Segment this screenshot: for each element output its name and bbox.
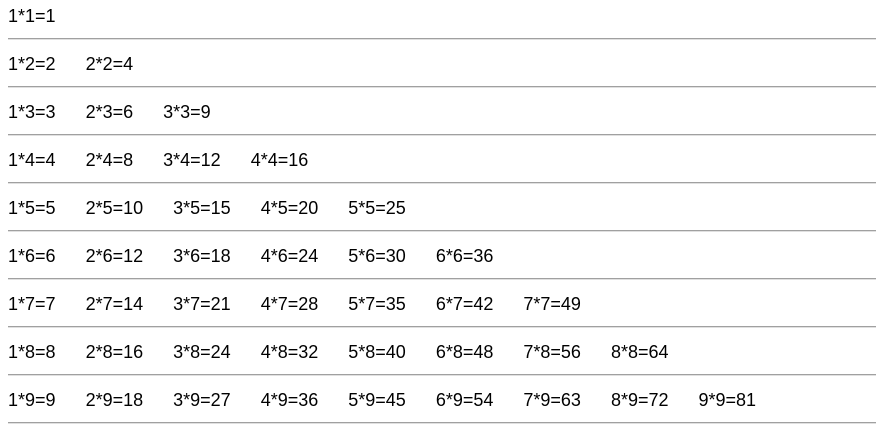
product-entry: 2*5=10 — [85, 198, 144, 218]
divider — [8, 38, 876, 40]
product-entry: 4*6=24 — [260, 246, 319, 266]
product-entry: 3*8=24 — [173, 342, 231, 362]
row-line: 1*7=7 2*7=14 3*7=21 4*7=28 5*7=35 6*7=42 7*7=4… — [8, 293, 876, 315]
product-entry: 2*3=6 — [85, 102, 134, 122]
product-entry: 7*7=49 — [523, 294, 581, 314]
divider — [8, 278, 876, 280]
product-entry: 3*6=18 — [173, 246, 231, 266]
row-line: 1*8=8 2*8=16 3*8=24 4*8=32 5*8=40 6*8=48 7*8=5… — [8, 341, 876, 363]
product-entry: 1*7=7 — [8, 294, 56, 314]
product-entry: 1*4=4 — [8, 150, 56, 170]
row-line: 1*5=5 2*5=10 3*5=15 4*5=20 5*5=25 — [8, 197, 876, 219]
product-entry: 4*9=36 — [260, 390, 319, 410]
divider — [8, 134, 876, 136]
product-entry: 4*4=16 — [250, 150, 309, 170]
product-entry: 5*7=35 — [348, 294, 406, 314]
product-entry: 6*9=54 — [435, 390, 494, 410]
table-row: 1*1=1 — [8, 0, 876, 40]
product-entry: 5*9=45 — [348, 390, 406, 410]
row-line: 1*6=6 2*6=12 3*6=18 4*6=24 5*6=30 6*6=36 — [8, 245, 876, 267]
product-entry: 3*5=15 — [173, 198, 231, 218]
product-entry: 3*3=9 — [163, 102, 211, 122]
product-entry: 2*9=18 — [85, 390, 144, 410]
product-entry: 6*8=48 — [435, 342, 494, 362]
product-entry: 2*4=8 — [85, 150, 134, 170]
product-entry: 7*9=63 — [523, 390, 581, 410]
product-entry: 1*9=9 — [8, 390, 56, 410]
divider — [8, 374, 876, 376]
row-line: 1*1=1 — [8, 5, 876, 27]
product-entry: 1*8=8 — [8, 342, 56, 362]
product-entry: 8*9=72 — [610, 390, 669, 410]
product-entry: 2*2=4 — [85, 54, 134, 74]
product-entry: 5*5=25 — [348, 198, 406, 218]
product-entry: 2*7=14 — [85, 294, 144, 314]
divider — [8, 230, 876, 232]
product-entry: 4*7=28 — [260, 294, 319, 314]
row-line: 1*9=9 2*9=18 3*9=27 4*9=36 5*9=45 6*9=54 7*9=6… — [8, 389, 876, 411]
product-entry: 3*9=27 — [173, 390, 231, 410]
table-row: 1*2=2 2*2=4 — [8, 48, 876, 88]
divider — [8, 326, 876, 328]
product-entry: 5*8=40 — [348, 342, 406, 362]
divider — [8, 182, 876, 184]
table-row: 1*8=8 2*8=16 3*8=24 4*8=32 5*8=40 6*8=48 7*8=5… — [8, 336, 876, 376]
product-entry: 5*6=30 — [348, 246, 406, 266]
product-entry: 2*6=12 — [85, 246, 144, 266]
table-row: 1*6=6 2*6=12 3*6=18 4*6=24 5*6=30 6*6=36 — [8, 240, 876, 280]
row-line: 1*2=2 2*2=4 — [8, 53, 876, 75]
product-entry: 9*9=81 — [698, 390, 757, 410]
product-entry: 3*7=21 — [173, 294, 231, 314]
product-entry: 8*8=64 — [610, 342, 669, 362]
product-entry: 1*5=5 — [8, 198, 56, 218]
product-entry: 7*8=56 — [523, 342, 581, 362]
divider — [8, 422, 876, 424]
product-entry: 2*8=16 — [85, 342, 144, 362]
product-entry: 1*6=6 — [8, 246, 56, 266]
table-row: 1*9=9 2*9=18 3*9=27 4*9=36 5*9=45 6*9=54 7*9=6… — [8, 384, 876, 424]
product-entry: 6*6=36 — [435, 246, 494, 266]
product-entry: 4*5=20 — [260, 198, 319, 218]
product-entry: 3*4=12 — [163, 150, 221, 170]
table-row: 1*4=4 2*4=8 3*4=12 4*4=16 — [8, 144, 876, 184]
divider — [8, 86, 876, 88]
table-row: 1*7=7 2*7=14 3*7=21 4*7=28 5*7=35 6*7=42 7*7=4… — [8, 288, 876, 328]
product-entry: 1*3=3 — [8, 102, 56, 122]
product-entry: 4*8=32 — [260, 342, 319, 362]
row-line: 1*4=4 2*4=8 3*4=12 4*4=16 — [8, 149, 876, 171]
table-row: 1*5=5 2*5=10 3*5=15 4*5=20 5*5=25 — [8, 192, 876, 232]
row-line: 1*3=3 2*3=6 3*3=9 — [8, 101, 876, 123]
product-entry: 1*1=1 — [8, 6, 56, 26]
table-row: 1*3=3 2*3=6 3*3=9 — [8, 96, 876, 136]
product-entry: 6*7=42 — [435, 294, 494, 314]
product-entry: 1*2=2 — [8, 54, 56, 74]
